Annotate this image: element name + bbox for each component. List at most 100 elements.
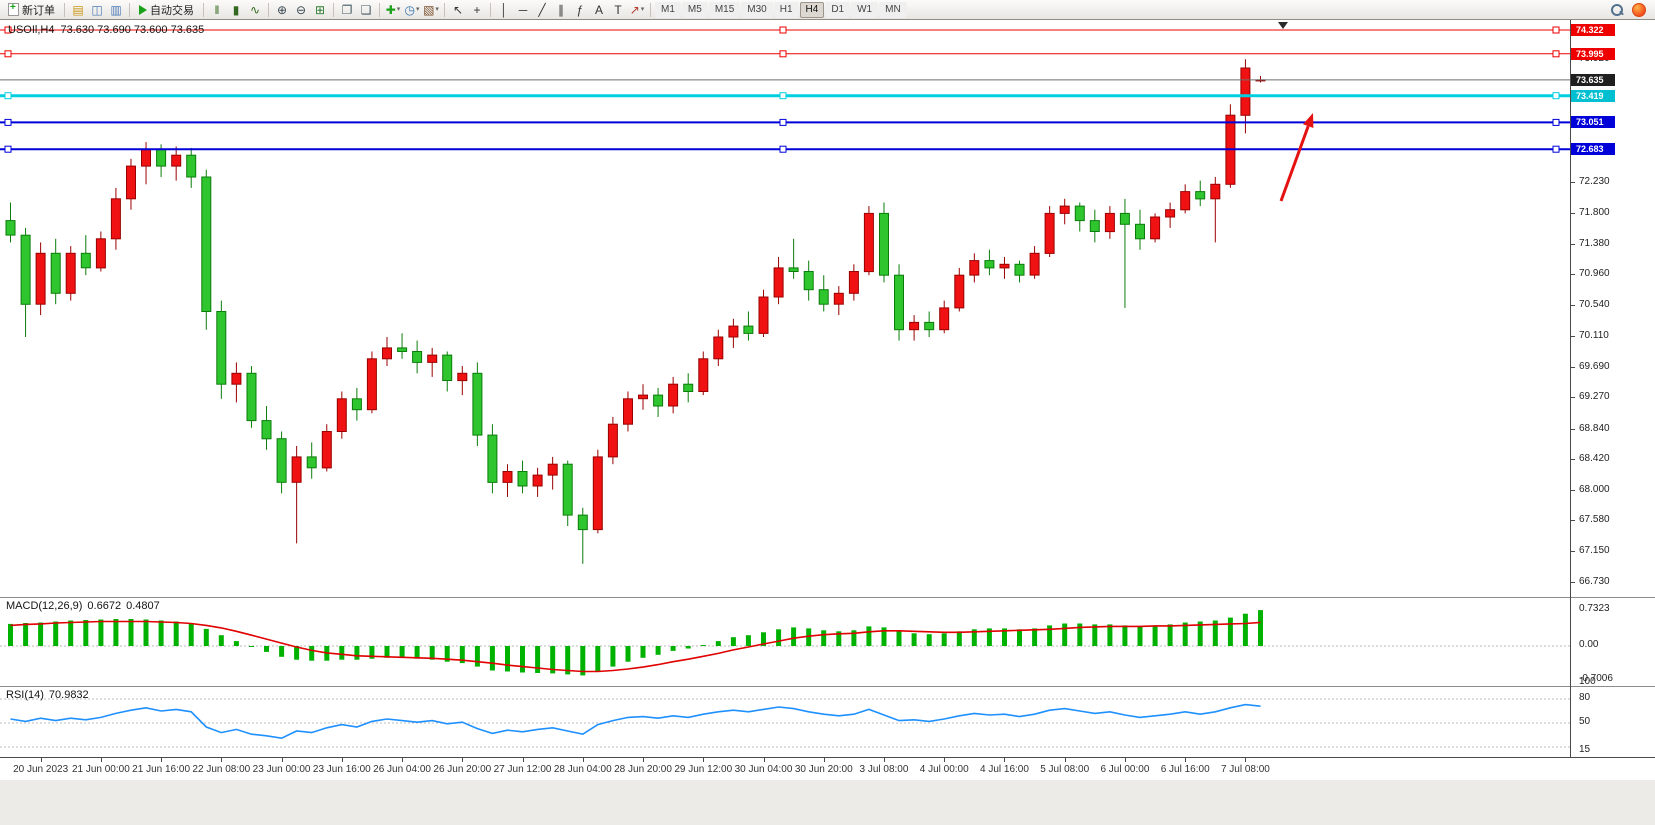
time-tick-label: 26 Jun 20:00 [433,764,492,775]
macd-pane[interactable]: MACD(12,26,9) 0.6672 0.4807 [0,597,1570,686]
line-handle[interactable] [4,92,12,100]
time-tick-mark [703,758,705,762]
candle-body [623,398,633,425]
navigator-icon[interactable]: ▥ [107,1,125,18]
macd-chart [0,610,1570,676]
toolbar-separator [203,2,204,17]
candle-body [1210,183,1221,200]
timeframe-button-m1[interactable]: M1 [655,1,681,18]
timeframe-button-m30[interactable]: M30 [741,1,773,18]
line-handle[interactable] [779,118,787,126]
notification-badge-icon[interactable] [1632,2,1646,17]
horizontal-line-icon[interactable]: ─ [514,1,532,18]
text-icon[interactable]: A [590,1,608,18]
search-icon[interactable] [1610,3,1624,17]
new-order-button[interactable]: 新订单 [3,1,60,18]
price-tick-label: 69.270 [1579,391,1610,402]
candle-body [472,372,483,436]
vertical-line-icon[interactable]: │ [495,1,513,18]
price-line-label: 73.051 [1571,116,1615,128]
line-handle[interactable] [1552,118,1560,126]
chevron-down-icon: ▾ [415,6,420,13]
main-chart-pane[interactable]: USOIl,H4 73.630 73.690 73.600 73.635 [0,20,1570,597]
price-tick-label: 71.380 [1579,238,1610,249]
line-handle[interactable] [779,26,787,34]
macd-histogram-bar [1182,622,1188,646]
timeframe-button-mn[interactable]: MN [879,1,907,18]
indicators-add-icon[interactable]: ✚ ▾ [385,2,401,17]
macd-histogram-bar [1062,623,1068,646]
price-tick-mark [1571,274,1575,275]
chart-shift-marker-icon[interactable] [1278,22,1288,29]
time-tick-label: 4 Jul 00:00 [919,764,969,775]
line-handle[interactable] [4,26,12,34]
candle-body [276,438,287,483]
line-handle[interactable] [4,50,12,58]
price-tick-label: 67.580 [1579,514,1610,525]
candlestick-chart-icon[interactable]: ▮ [227,1,245,18]
timeframe-button-m5[interactable]: M5 [681,1,708,18]
line-handle[interactable] [779,145,787,153]
macd-histogram-bar [1258,610,1263,646]
macd-histogram-bar [791,627,797,646]
line-handle[interactable] [779,50,787,58]
toolbar-separator [333,2,334,17]
market-watch-icon[interactable]: ▤ [69,1,87,18]
price-tick-mark [1571,213,1575,214]
trendline-icon[interactable]: ╱ [533,1,551,18]
candle-body [713,336,724,360]
time-axis[interactable]: 20 Jun 2023 21 Jun 00:00 21 Jun 16:00 22 Ju… [0,757,1655,780]
main-chart[interactable] [0,20,1570,597]
templates-icon[interactable]: ▧ ▾ [423,2,439,17]
candle-body [728,325,739,338]
zoom-out-icon[interactable]: ⊖ [292,1,310,18]
fibonacci-icon[interactable]: ƒ [571,1,589,18]
timeframe-button-w1[interactable]: W1 [851,1,879,18]
auto-trading-button[interactable]: 自动交易 [134,1,199,18]
arrows-tool-icon[interactable]: ↗ ▾ [629,2,645,17]
line-chart-icon[interactable]: ∿ [246,1,264,18]
candle-body [879,212,889,276]
timeframe-button-m15[interactable]: M15 [708,1,741,18]
time-tick-label: 22 Jun 08:00 [192,764,251,775]
tile-windows-icon[interactable]: ⊞ [311,1,329,18]
time-tick-mark [883,758,885,762]
bar-chart-icon[interactable]: ‖ [208,1,226,18]
time-tick-mark [100,758,102,762]
cascade-windows-icon[interactable]: ❏ [357,1,375,18]
periods-icon[interactable]: ◷ ▾ [404,2,420,17]
cursor-icon[interactable]: ↖ [449,1,467,18]
candle-body [487,434,498,483]
candle-body [1150,216,1161,240]
candle-body [517,471,528,487]
arrow-annotation-head[interactable] [1303,113,1314,128]
price-axis[interactable]: 73.92072.23071.80071.38070.96070.54070.1… [1570,20,1655,757]
candle-body [939,307,950,331]
line-handle[interactable] [1552,92,1560,100]
line-handle[interactable] [1552,145,1560,153]
crosshair-icon[interactable]: + [468,1,486,18]
line-handle[interactable] [1552,26,1560,34]
timeframe-button-h4[interactable]: H4 [799,1,825,18]
line-handle[interactable] [1552,50,1560,58]
line-handle[interactable] [4,118,12,126]
arrow-annotation[interactable] [1279,125,1310,202]
timeframe-button-h1[interactable]: H1 [773,1,799,18]
equidistant-channel-icon[interactable]: ∥ [552,1,570,18]
text-label-icon[interactable]: T [609,1,627,18]
timeframe-button-d1[interactable]: D1 [825,1,851,18]
time-tick-mark [462,758,464,762]
arrange-windows-icon[interactable]: ❐ [338,1,356,18]
candle-body [999,263,1010,269]
macd-histogram-bar [1092,624,1098,646]
rsi-pane[interactable]: RSI(14) 70.9832 [0,686,1570,757]
line-handle[interactable] [779,92,787,100]
zoom-in-icon[interactable]: ⊕ [273,1,291,18]
time-tick-mark [161,758,163,762]
line-handle[interactable] [4,145,12,153]
candle-body [321,431,332,469]
data-window-icon[interactable]: ◫ [88,1,106,18]
macd-histogram-bar [384,646,390,658]
macd-histogram-bar [399,646,405,658]
